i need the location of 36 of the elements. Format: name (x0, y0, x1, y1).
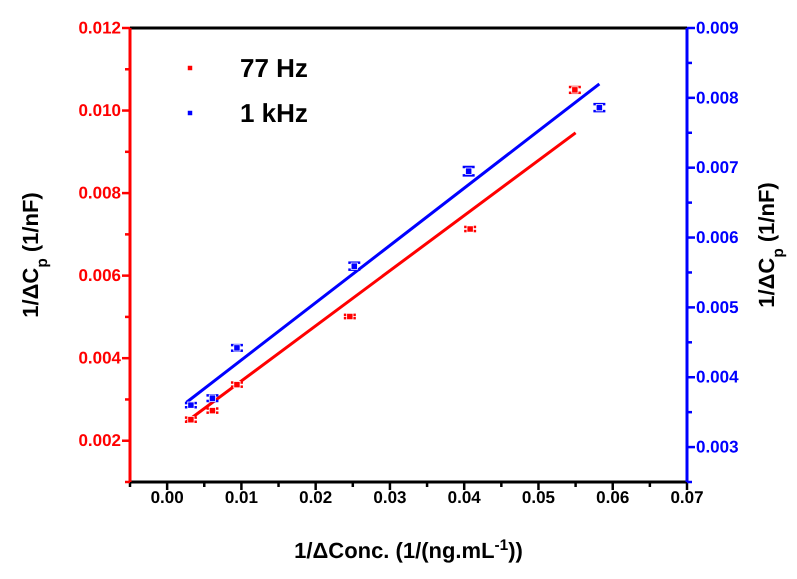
point (233, 344, 241, 352)
point (208, 394, 216, 402)
y-tick-label: 0.002 (78, 431, 121, 450)
x-tick-label: 0.04 (448, 488, 482, 508)
y-tick-label: 0.010 (78, 100, 121, 120)
point (466, 225, 474, 233)
y-tick-label: 0.004 (78, 348, 122, 368)
y2-tick-label: 0.009 (696, 18, 739, 38)
point (233, 381, 241, 388)
point (346, 312, 354, 320)
y-tick-label: 0.008 (78, 184, 121, 203)
x-tick-label: 0.07 (670, 488, 704, 508)
y2-tick-label: 0.004 (696, 368, 740, 387)
x-tick-label: 0.06 (596, 488, 630, 508)
x-axis-title: 1/ΔConc. (1/(ng.mL$^{-1}$)) (294, 536, 523, 563)
point (350, 262, 358, 270)
y2-tick-label: 0.008 (696, 88, 739, 108)
x-tick-label: 0.02 (299, 488, 332, 508)
y-tick-label: 0.006 (78, 266, 121, 286)
y2-tick-label: 0.005 (696, 298, 739, 317)
y2-tick-label: 0.006 (696, 228, 739, 247)
y2-tick-label: 0.003 (696, 438, 739, 457)
text: 0.00 (150, 488, 184, 508)
x-tick-label: 0.05 (522, 488, 556, 508)
point (187, 416, 194, 424)
y2-tick-label: 0.007 (696, 158, 739, 178)
point (187, 402, 194, 409)
y-tick-label: 0.012 (78, 18, 121, 38)
point (571, 86, 578, 94)
point (465, 168, 472, 175)
point (208, 407, 216, 414)
x-tick-label: 0.03 (373, 488, 406, 508)
point (596, 104, 603, 112)
legend-label: 77 Hz (240, 53, 308, 83)
x-tick-label: 0.01 (224, 488, 258, 508)
legend-label: 1 kHz (240, 98, 308, 128)
